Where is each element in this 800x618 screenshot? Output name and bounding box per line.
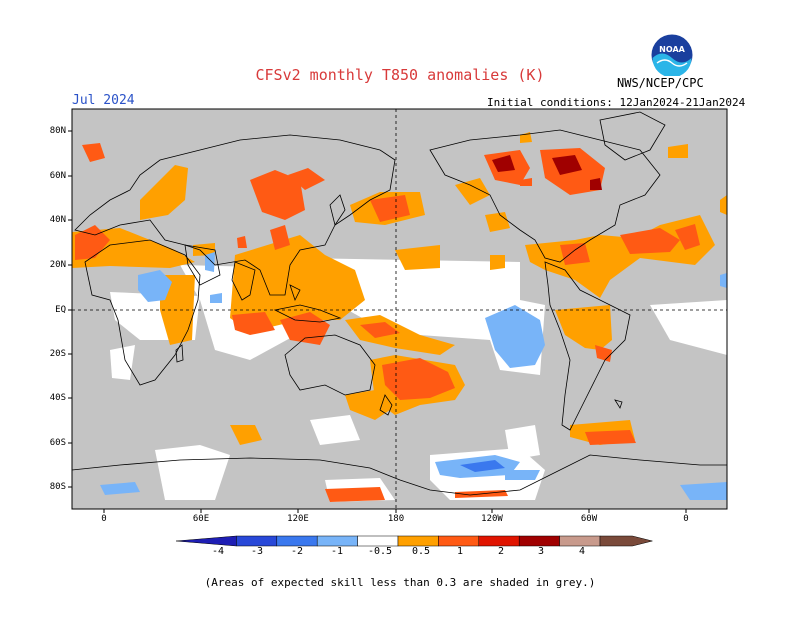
lon-label-120e: 120E	[287, 514, 309, 524]
coastlines	[72, 111, 727, 496]
colorbar-label: 2	[497, 546, 505, 557]
initial-conditions: Initial conditions: 12Jan2024-21Jan2024	[487, 96, 746, 109]
lat-label-80n: 80N	[49, 126, 66, 136]
anomaly-positive-large	[492, 155, 602, 190]
colorbar-swatch	[397, 535, 439, 547]
anomaly-negative-small	[100, 252, 727, 500]
lat-label-40s: 40S	[49, 393, 66, 403]
lat-label-40n: 40N	[49, 215, 66, 225]
axis-ticks	[68, 130, 687, 513]
lon-label-0-east: 0	[683, 514, 689, 524]
footnote: (Areas of expected skill less than 0.3 a…	[204, 576, 596, 589]
colorbar-label: 3	[537, 546, 545, 557]
colorbar-label: 0.5	[411, 546, 431, 557]
lat-label-20s: 20S	[49, 349, 66, 359]
colorbar-swatch	[438, 535, 480, 547]
lat-label-60n: 60N	[49, 171, 66, 181]
colorbar-swatch	[276, 535, 318, 547]
colorbar-swatch	[236, 535, 278, 547]
agency-label: NWS/NCEP/CPC	[617, 76, 704, 90]
colorbar-label: -3	[250, 546, 264, 557]
colorbar-label: 1	[456, 546, 464, 557]
lat-label-80s: 80S	[49, 482, 66, 492]
lat-label-20n: 20N	[49, 260, 66, 270]
lon-label-120w: 120W	[481, 514, 503, 524]
colorbar-label: 4	[578, 546, 586, 557]
map-frame	[71, 108, 728, 510]
noaa-logo: NOAA	[651, 34, 693, 76]
anomaly-negative-medium	[460, 460, 505, 472]
map-fields	[72, 109, 727, 509]
colorbar-swatch	[316, 535, 358, 547]
colorbar-label: -2	[290, 546, 304, 557]
lat-label-eq: EQ	[55, 305, 66, 315]
forecast-month: Jul 2024	[72, 93, 135, 108]
colorbar-swatch	[357, 535, 399, 547]
chart-title: CFSv2 monthly T850 anomalies (K)	[255, 66, 545, 84]
lon-label-0: 0	[101, 514, 107, 524]
lon-label-180: 180	[387, 514, 405, 524]
svg-text:NOAA: NOAA	[659, 45, 685, 54]
lon-label-60w: 60W	[580, 514, 598, 524]
colorbar-label: -0.5	[367, 546, 393, 557]
colorbar-label: -4	[211, 546, 225, 557]
colorbar	[175, 535, 653, 547]
lon-label-60e: 60E	[192, 514, 210, 524]
colorbar-swatch	[518, 535, 560, 547]
colorbar-swatch	[599, 535, 653, 547]
colorbar-label: -1	[330, 546, 344, 557]
colorbar-swatch	[175, 535, 237, 547]
colorbar-swatch	[559, 535, 601, 547]
lat-label-60s: 60S	[49, 438, 66, 448]
colorbar-swatch	[478, 535, 520, 547]
